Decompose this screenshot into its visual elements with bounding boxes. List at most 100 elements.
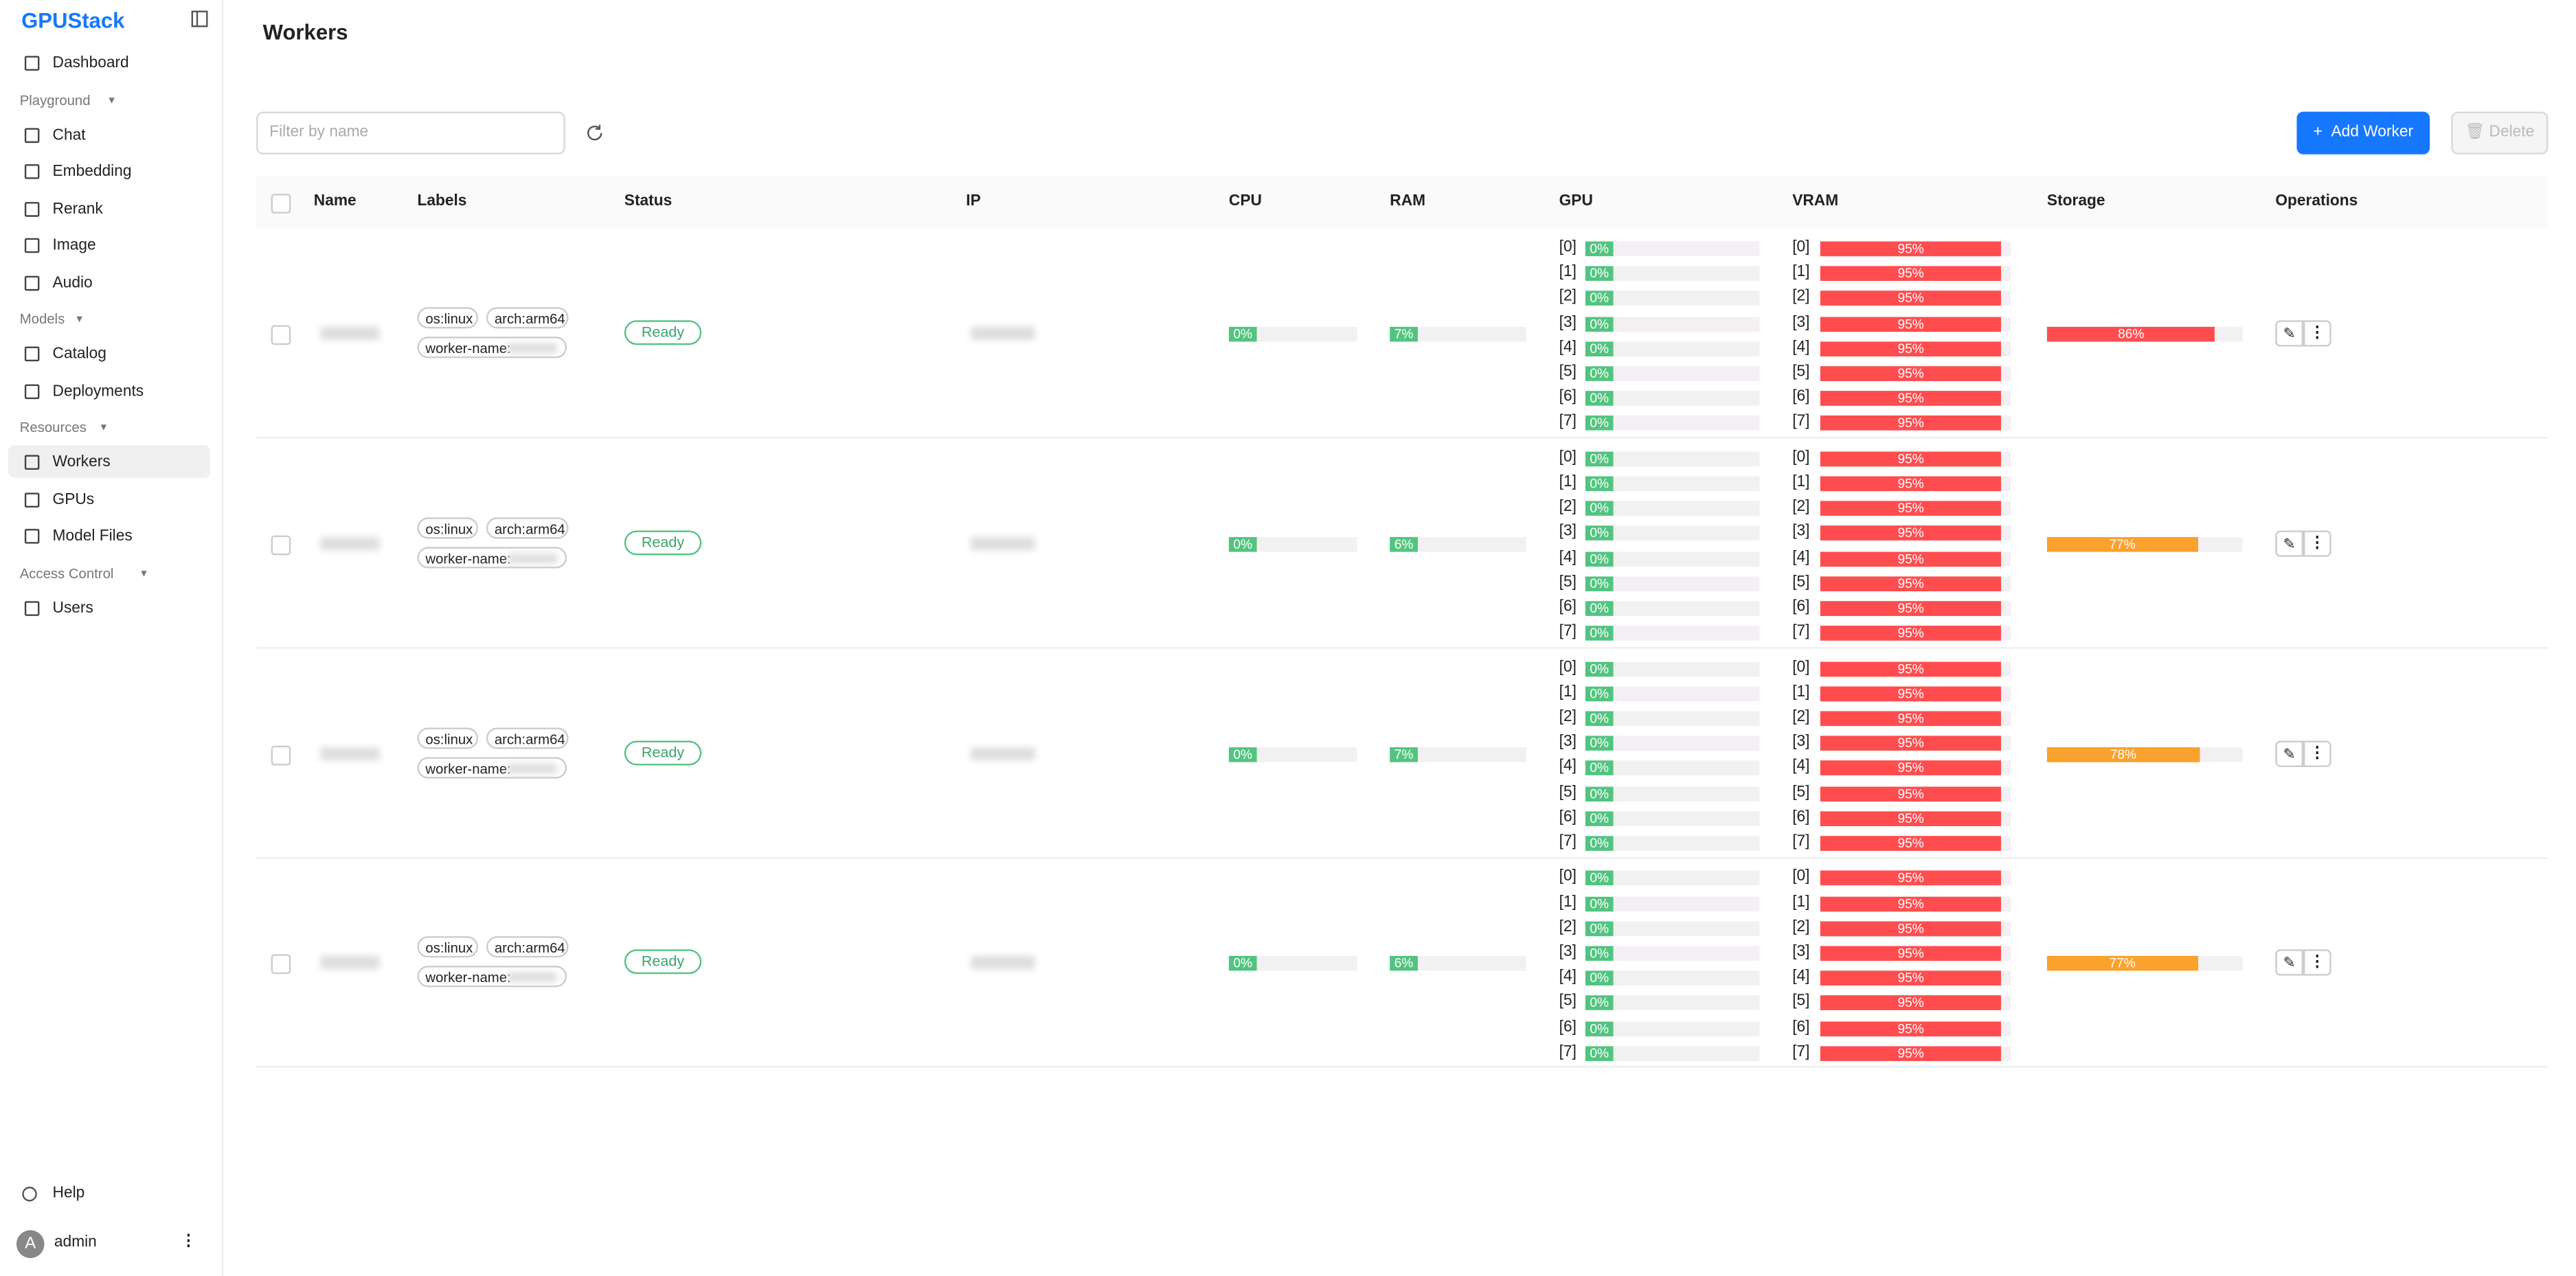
usage-bar: 0%	[1585, 970, 1760, 986]
more-button[interactable]: ⋮	[2303, 530, 2331, 557]
device-index: [3]	[1792, 523, 1810, 541]
usage-bar: 95%	[1820, 451, 2011, 466]
user-menu[interactable]: ⋮	[181, 1231, 196, 1251]
usage-label: 0%	[1585, 451, 1614, 466]
select-all[interactable]	[271, 194, 291, 214]
nav-item[interactable]: Dashboard	[52, 54, 129, 73]
usage-bar: 0%	[1585, 921, 1760, 936]
edit-button[interactable]: ✎	[2275, 740, 2304, 766]
edit-button[interactable]: ✎	[2275, 530, 2304, 557]
usage-bar: 0%	[1585, 266, 1760, 282]
device-index: [5]	[1559, 573, 1577, 591]
usage-label: 95%	[1820, 416, 2002, 431]
device-index: [3]	[1559, 523, 1577, 541]
nav-item[interactable]: GPUs	[52, 490, 95, 509]
row-checkbox[interactable]	[271, 955, 291, 975]
nav-group[interactable]: Resources	[19, 418, 87, 435]
usage-label: 0%	[1585, 526, 1614, 541]
more-button[interactable]: ⋮	[2303, 740, 2331, 766]
usage-label: 77%	[2046, 536, 2198, 552]
usage-bar: 0%	[1585, 996, 1760, 1011]
usage-bar: 95%	[1820, 711, 2011, 727]
device-index: [0]	[1559, 658, 1577, 676]
row-checkbox[interactable]	[271, 325, 291, 345]
worker-name-redacted	[320, 747, 380, 760]
logo[interactable]: GPUStack	[21, 8, 125, 33]
help-icon	[22, 1186, 37, 1202]
edit-button[interactable]: ✎	[2275, 320, 2304, 347]
nav-item[interactable]: Users	[52, 598, 93, 617]
delete-button[interactable]: 🗑 Delete	[2451, 111, 2549, 155]
caret: ▼	[139, 569, 149, 580]
avatar[interactable]: A	[16, 1230, 45, 1258]
usage-bar: 0%	[1585, 416, 1760, 431]
help[interactable]: Help	[52, 1184, 85, 1203]
label-tag: arch:arm64	[486, 727, 569, 749]
device-index: [6]	[1792, 387, 1810, 407]
device-index: [2]	[1792, 918, 1810, 936]
usage-label: 95%	[1820, 241, 2002, 257]
device-index: [7]	[1559, 1043, 1577, 1061]
usage-bar: 95%	[1820, 686, 2011, 701]
usage-label: 95%	[1820, 946, 2002, 961]
add-worker-button[interactable]: + Add Worker	[2296, 111, 2430, 155]
nav-item[interactable]: Audio	[52, 273, 93, 292]
label-tag: worker-name:	[417, 337, 567, 358]
refresh-button[interactable]	[585, 123, 605, 143]
edit-button[interactable]: ✎	[2275, 950, 2304, 977]
usage-bar: 95%	[1820, 810, 2011, 826]
nav-group[interactable]: Playground	[19, 91, 91, 108]
usage-label: 0%	[1585, 996, 1614, 1011]
device-index: [2]	[1559, 288, 1577, 306]
usage-label: 0%	[1585, 601, 1614, 616]
usage-bar: 0%	[1585, 476, 1760, 492]
usage-label: 6%	[1390, 536, 1418, 552]
usage-bar: 95%	[1820, 316, 2011, 332]
usage-label: 0%	[1228, 956, 1257, 972]
nav-item[interactable]: Catalog	[52, 345, 106, 363]
usage-bar: 95%	[1820, 786, 2011, 801]
nav-item[interactable]: Chat	[52, 125, 86, 144]
usage-bar: 95%	[1820, 266, 2011, 282]
label-tag: os:linux	[417, 516, 478, 538]
column-header: CPU	[1228, 192, 1262, 211]
usage-bar: 77%	[2046, 956, 2243, 972]
worker-name-redacted	[508, 972, 557, 983]
usage-bar: 95%	[1820, 836, 2011, 851]
usage-label: 95%	[1820, 341, 2002, 356]
nav-group[interactable]: Models	[19, 310, 65, 327]
filter-input[interactable]: Filter by name	[256, 111, 565, 155]
usage-bar: 95%	[1820, 626, 2011, 641]
collapse-icon[interactable]	[190, 10, 208, 27]
nav-group[interactable]: Access Control	[19, 564, 114, 581]
more-button[interactable]: ⋮	[2303, 320, 2331, 347]
device-index: [4]	[1792, 757, 1810, 776]
nav-item[interactable]: Rerank	[52, 199, 103, 218]
user-name[interactable]: admin	[54, 1233, 97, 1252]
more-button[interactable]: ⋮	[2303, 950, 2331, 977]
usage-label: 0%	[1585, 366, 1614, 381]
column-header: Name	[313, 192, 357, 211]
device-index: [3]	[1559, 942, 1577, 961]
nav-item[interactable]: Image	[52, 236, 96, 255]
usage-label: 0%	[1585, 391, 1614, 407]
status-tag: Ready	[624, 530, 702, 555]
usage-label: 0%	[1585, 316, 1614, 332]
device-index: [4]	[1792, 338, 1810, 356]
usage-label: 0%	[1585, 341, 1614, 356]
nav-item[interactable]: Deployments	[52, 382, 144, 400]
row-checkbox[interactable]	[271, 535, 291, 555]
nav-item[interactable]: Model Files	[52, 527, 133, 546]
nav-icon	[24, 201, 40, 216]
row-checkbox[interactable]	[271, 744, 291, 765]
device-index: [4]	[1559, 338, 1577, 356]
device-index: [3]	[1559, 733, 1577, 751]
ip-redacted	[971, 747, 1035, 760]
usage-bar: 0%	[1585, 1021, 1760, 1036]
usage-bar: 0%	[1585, 871, 1760, 887]
usage-label: 78%	[2046, 747, 2200, 762]
usage-label: 95%	[1820, 476, 2002, 492]
nav-item[interactable]: Workers	[52, 453, 111, 472]
usage-label: 95%	[1820, 921, 2002, 936]
nav-item[interactable]: Embedding	[52, 162, 132, 181]
